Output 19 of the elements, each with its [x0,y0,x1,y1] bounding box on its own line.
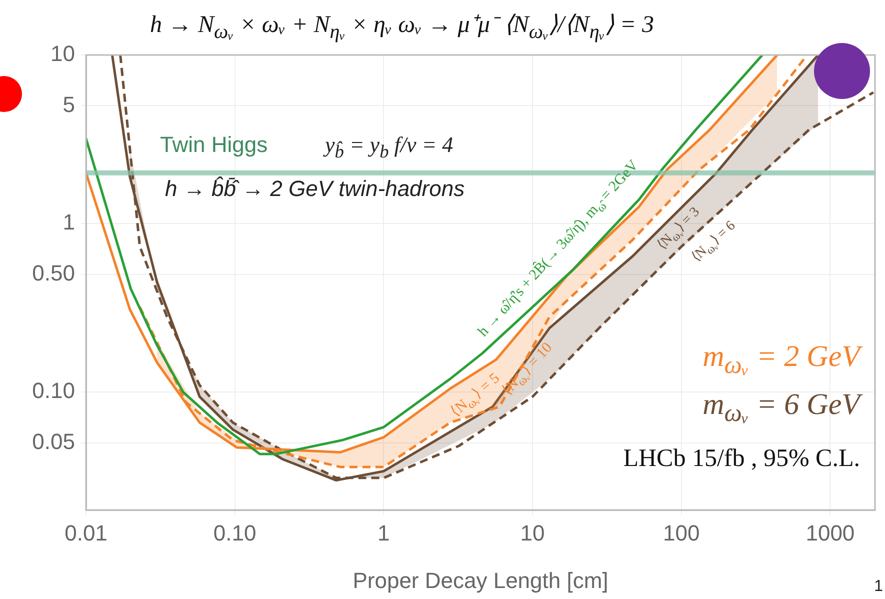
text: 1 [874,578,883,596]
y-tick-label: 0.05 [32,428,75,454]
y-tick-label: 1 [62,210,75,235]
x-tick-label: 0.10 [213,520,256,546]
chart-title: h → N$_{ωᵥ}$ × ωᵥ + N$_{ηᵥ}$ × ηᵥ ωᵥ → μ⁺μ⁻ ⟨N$_{ωᵥ}$⟩/⟨N$_{ηᵥ}$⟩ = 3 [150,12,654,43]
x-tick-label: 1000 [806,520,855,546]
annotation: y$_{b̂}$ = y$_{b}$ f/v = 4 [325,132,454,162]
y-tick-label: 5 [62,92,75,117]
ref-line-label: Twin Higgs [160,132,268,158]
x-tick-label: 0.01 [64,520,108,546]
x-tick-label: 1 [378,520,390,546]
annotation: h → b̂b̄̂ → 2 GeV twin-hadrons [165,176,465,202]
x-tick-label: 10 [520,520,545,546]
y-tick-label: 0.50 [32,260,75,286]
x-tick-label: 100 [662,520,700,546]
annotation: LHCb 15/fb , 95% C.L. [623,445,860,473]
x-axis-title: Proper Decay Length [cm] [352,568,608,593]
y-tick-label: 0.10 [32,378,75,404]
y-tick-label: 10 [50,41,75,66]
